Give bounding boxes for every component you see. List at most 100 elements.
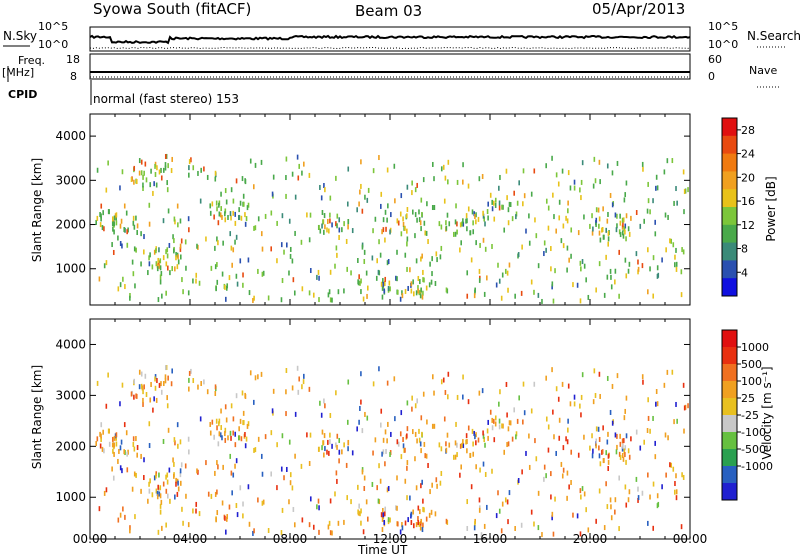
velocity-data-point (182, 520, 184, 526)
velocity-data-point (195, 501, 198, 507)
power-data-point (100, 216, 102, 222)
velocity-data-point (400, 410, 403, 416)
velocity-data-point (396, 475, 398, 481)
velocity-data-point (176, 422, 179, 428)
velocity-data-point (288, 439, 291, 445)
power-data-point (607, 230, 610, 236)
power-data-point (213, 214, 215, 220)
power-data-point (611, 170, 614, 176)
velocity-data-point (329, 498, 332, 504)
power-data-point (618, 249, 620, 255)
power-data-point (367, 187, 370, 193)
velocity-data-point (385, 448, 387, 454)
power-data-point (198, 280, 201, 286)
power-ytick-label: 2000 (55, 218, 86, 232)
power-data-point (537, 263, 540, 269)
velocity-data-point (326, 449, 328, 455)
velocity-data-point (606, 375, 609, 381)
velocity-data-point (415, 522, 418, 528)
power-data-point (318, 224, 320, 230)
velocity-data-point (598, 453, 601, 459)
power-data-point (418, 209, 420, 215)
velocity-data-point (425, 453, 428, 459)
power-data-point (229, 231, 232, 237)
velocity-data-point (397, 441, 400, 447)
power-data-point (100, 203, 103, 209)
velocity-data-point (253, 528, 255, 534)
velocity-data-point (607, 453, 610, 459)
velocity-data-point (138, 369, 141, 375)
velocity-data-point (100, 436, 102, 442)
power-data-point (234, 220, 237, 226)
power-data-point (567, 208, 569, 214)
velocity-data-point (462, 443, 465, 449)
velocity-ytick-label: 1000 (55, 490, 86, 504)
power-data-point (316, 274, 318, 280)
velocity-data-point (621, 452, 624, 458)
power-data-point (229, 211, 232, 217)
velocity-data-point (647, 520, 649, 526)
power-data-point (419, 220, 422, 226)
power-data-point (393, 163, 396, 169)
velocity-data-point (676, 418, 678, 424)
velocity-data-point (140, 488, 142, 494)
velocity-data-point (179, 468, 182, 474)
velocity-data-point (406, 400, 409, 406)
velocity-data-point (329, 432, 331, 438)
power-data-point (389, 229, 391, 235)
freq-tick-bottom: 8 (70, 70, 77, 83)
power-data-point (419, 293, 422, 299)
velocity-data-point (406, 460, 409, 466)
velocity-data-point (522, 419, 524, 425)
velocity-data-point (347, 439, 350, 445)
velocity-data-point (160, 389, 163, 395)
velocity-data-point (628, 489, 631, 495)
power-data-point (646, 208, 649, 214)
velocity-data-point (115, 432, 118, 438)
power-data-point (675, 261, 678, 267)
power-data-point (528, 240, 531, 246)
velocity-data-point (241, 390, 244, 396)
power-data-point (402, 221, 405, 227)
beam-label: Beam 03 (355, 2, 423, 20)
power-data-point (552, 298, 555, 304)
velocity-data-point (188, 449, 190, 455)
power-data-point (665, 247, 667, 253)
velocity-data-point (148, 443, 151, 449)
power-data-point (595, 287, 597, 293)
velocity-data-point (447, 394, 449, 400)
power-data-point (448, 221, 451, 227)
power-data-point (158, 247, 160, 253)
power-data-point (409, 267, 411, 273)
power-data-point (380, 281, 383, 287)
velocity-data-point (343, 442, 345, 448)
velocity-data-point (475, 440, 477, 446)
power-data-point (323, 183, 325, 189)
power-data-point (224, 188, 227, 194)
velocity-data-point (155, 473, 157, 479)
velocity-data-point (406, 465, 408, 471)
velocity-data-point (622, 438, 625, 444)
velocity-data-point (447, 371, 450, 377)
power-data-point (478, 277, 481, 283)
velocity-data-point (214, 391, 217, 397)
power-data-point (654, 219, 656, 225)
velocity-data-point (218, 418, 221, 424)
velocity-data-point (456, 394, 459, 400)
velocity-data-point (244, 432, 246, 438)
velocity-colorbar-segment (722, 398, 737, 416)
velocity-data-point (416, 398, 418, 404)
velocity-data-point (111, 466, 113, 472)
power-data-point (171, 266, 174, 272)
power-data-point (401, 293, 404, 299)
power-data-point (173, 216, 176, 222)
power-data-point (216, 206, 218, 212)
velocity-data-point (217, 441, 220, 447)
power-data-point (580, 266, 582, 272)
power-data-point (412, 279, 414, 285)
velocity-data-point (682, 474, 685, 480)
velocity-data-point (654, 454, 657, 460)
power-data-point (382, 281, 385, 287)
velocity-data-point (609, 409, 612, 415)
power-data-point (261, 246, 264, 252)
